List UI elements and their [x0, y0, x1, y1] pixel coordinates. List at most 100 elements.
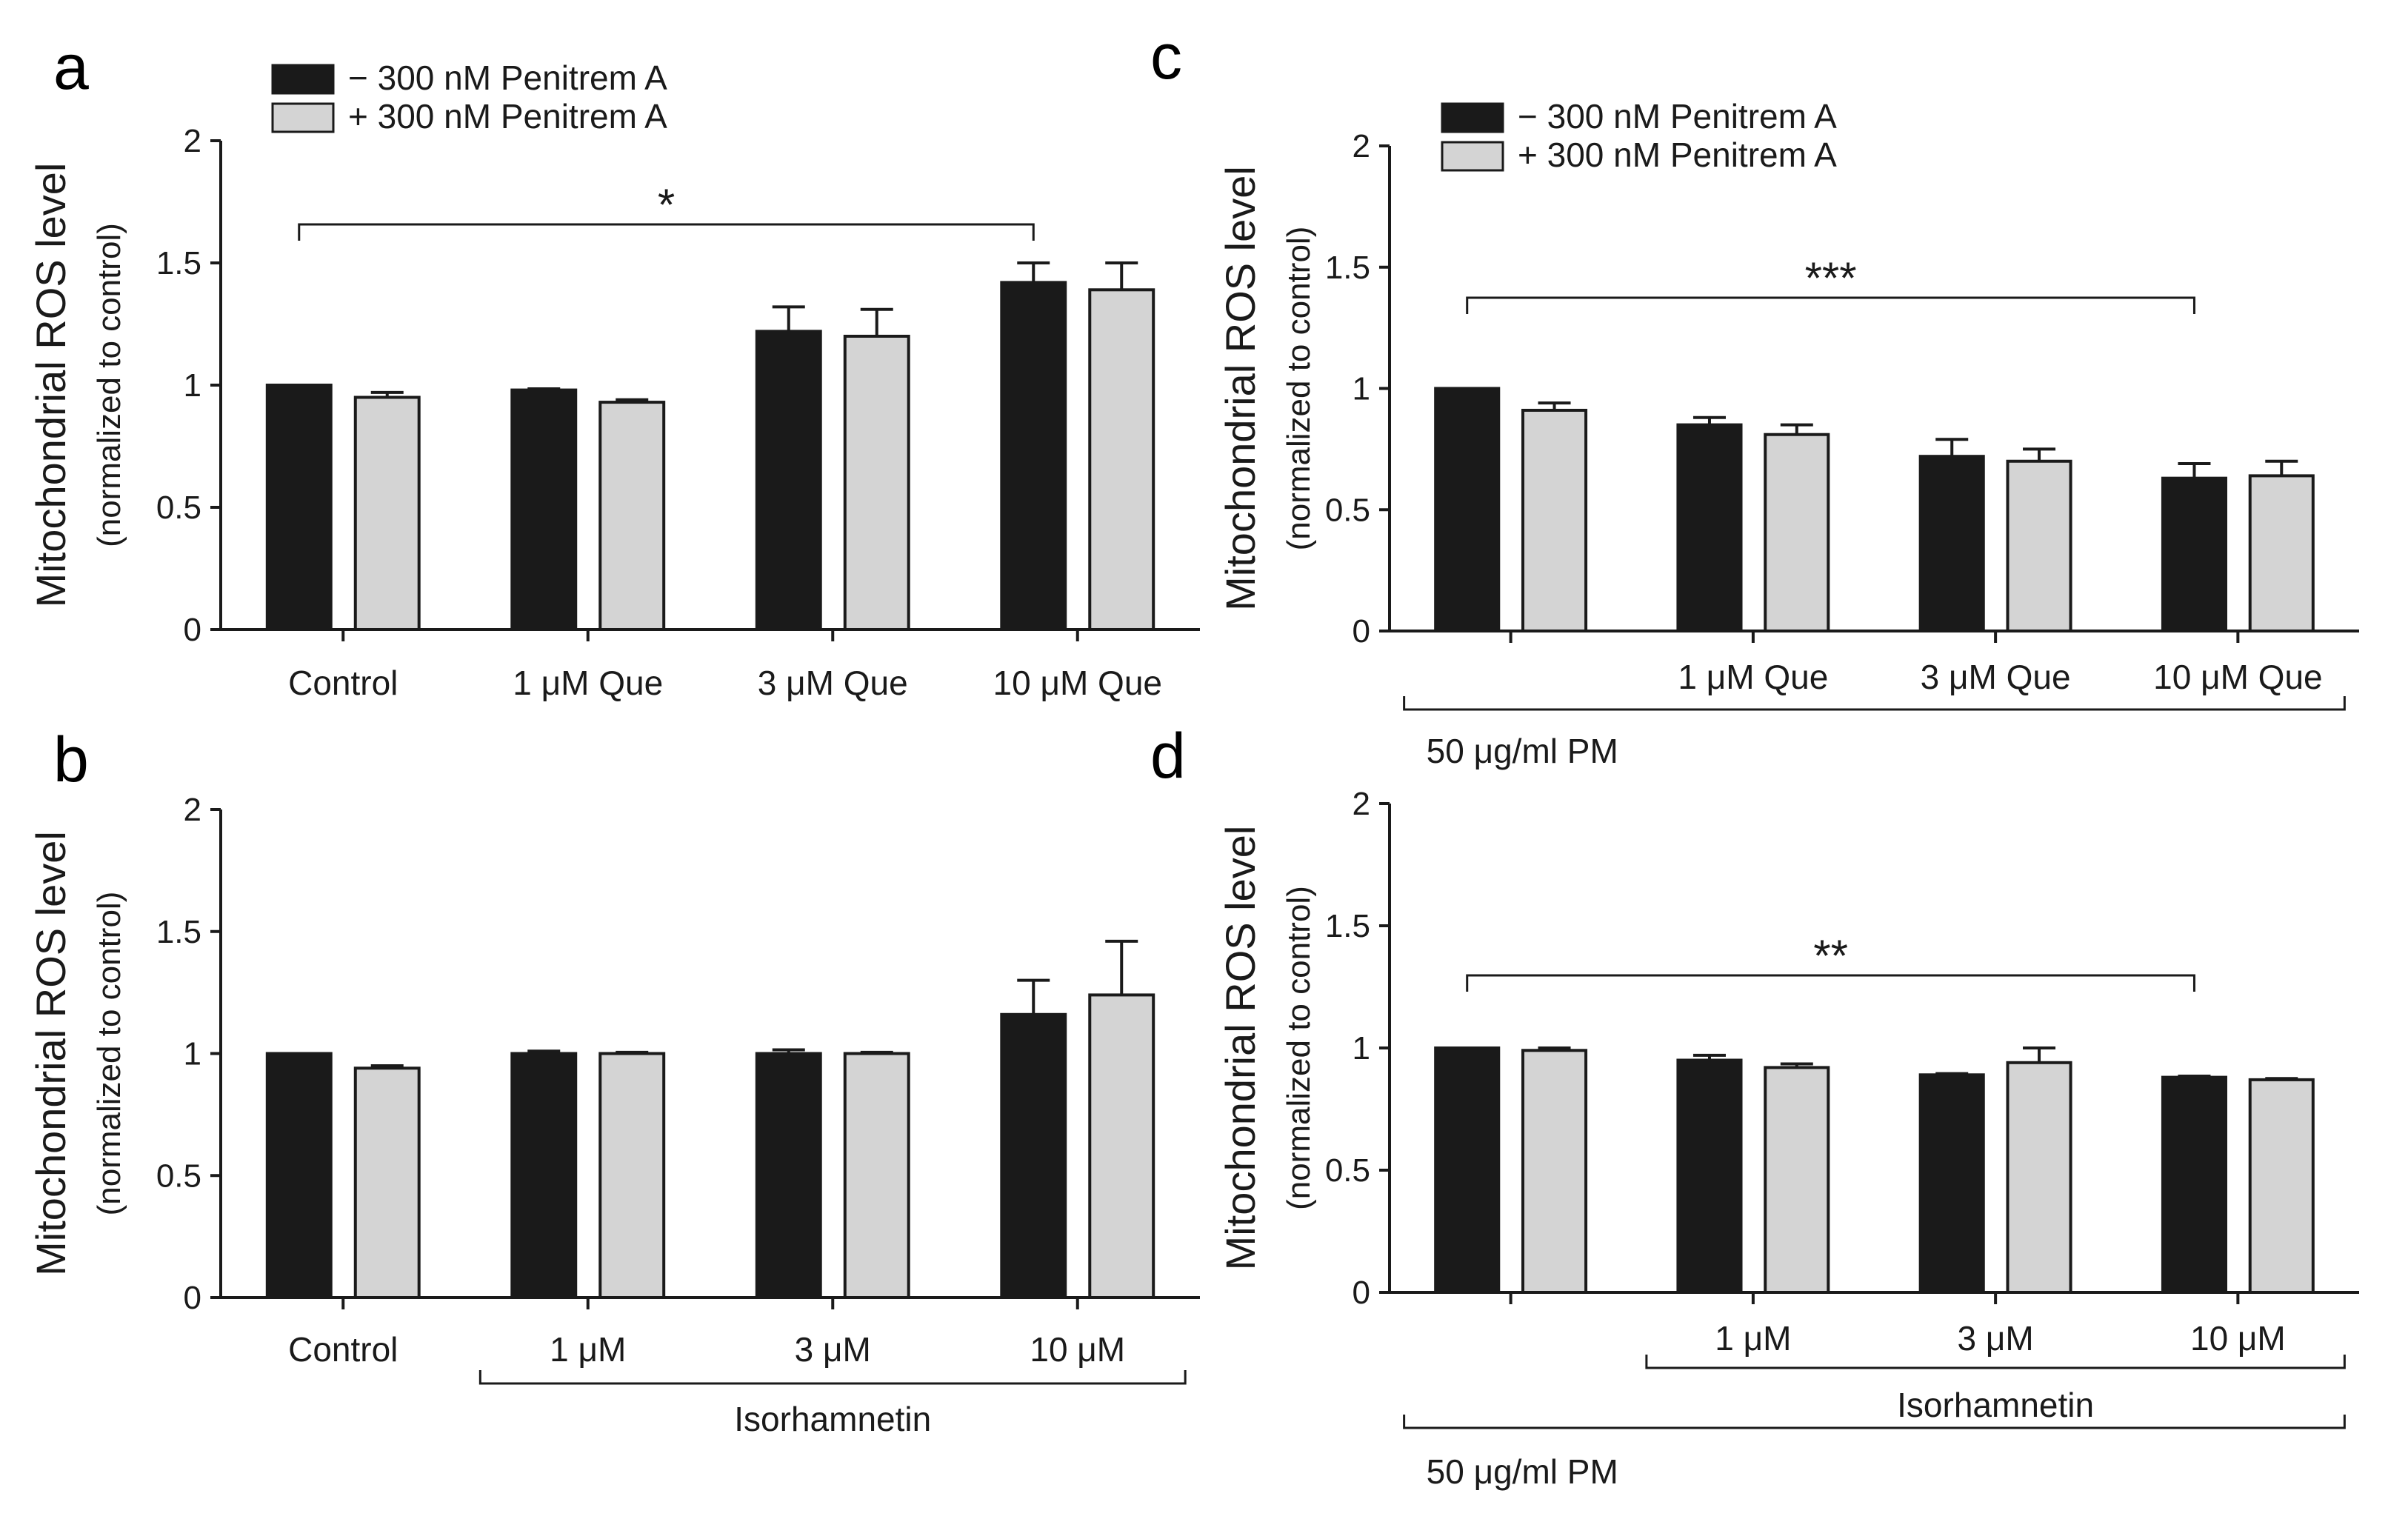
bar-minus-penitrem: [265, 384, 333, 631]
y-tick-label: 0.5: [1325, 1152, 1370, 1189]
bar-plus-penitrem: [1521, 408, 1588, 632]
category-label: 10 μM Que: [2153, 658, 2323, 696]
y-tick-label: 1: [1353, 371, 1370, 407]
group-label: 50 μg/ml PM: [1427, 732, 1618, 770]
bar-minus-penitrem: [1000, 281, 1067, 631]
y-tick-label: 1.5: [156, 914, 201, 950]
group-label: Isorhamnetin: [734, 1400, 931, 1438]
y-tick-label: 0: [1353, 1275, 1370, 1311]
bar-plus-penitrem: [2248, 1078, 2315, 1295]
legend-label: − 300 nM Penitrem A: [348, 59, 667, 97]
y-tick-label: 1: [184, 367, 201, 404]
panel-letter: d: [1150, 721, 1186, 792]
bar-minus-penitrem: [1676, 1058, 1743, 1294]
panel-letter: b: [53, 724, 89, 795]
bar-minus-penitrem: [2161, 476, 2228, 632]
y-tick-label: 1.5: [1325, 908, 1370, 944]
significance-bracket: [298, 223, 1035, 241]
bar-plus-penitrem: [1088, 993, 1155, 1300]
legend-swatch: [271, 64, 335, 95]
y-tick-label: 0.5: [1325, 492, 1370, 528]
bar-minus-penitrem: [1918, 455, 1985, 633]
y-tick-label: 2: [184, 792, 201, 828]
category-label: 10 μM: [1030, 1330, 1125, 1369]
category-label: 3 μM Que: [758, 664, 908, 702]
legend-swatch: [1441, 141, 1504, 172]
y-axis-title: Mitochondrial ROS level: [27, 831, 74, 1276]
group-bracket: [1403, 1415, 2346, 1429]
legend-label: + 300 nM Penitrem A: [1518, 136, 1837, 174]
bar-plus-penitrem: [353, 1066, 421, 1300]
legend-swatch: [271, 102, 335, 133]
bar-plus-penitrem: [843, 335, 910, 631]
y-tick-label: 0.5: [156, 1158, 201, 1194]
bar-plus-penitrem: [353, 395, 421, 631]
y-axis-title: Mitochondrial ROS level: [27, 163, 74, 608]
y-tick-label: 1: [184, 1036, 201, 1072]
panel-letter: a: [53, 32, 89, 103]
y-tick-label: 1: [1353, 1030, 1370, 1066]
bar-plus-penitrem: [2006, 459, 2072, 632]
y-tick-label: 0: [184, 612, 201, 648]
y-tick-label: 2: [1353, 128, 1370, 164]
group-bracket: [1645, 1355, 2346, 1369]
bar-minus-penitrem: [1000, 1012, 1067, 1300]
group-bracket: [478, 1370, 1187, 1385]
y-axis-subtitle: (normalized to control): [91, 223, 127, 547]
bar-minus-penitrem: [1676, 423, 1743, 632]
panel-b: b Mitochondrial ROS level (normalized to c…: [27, 724, 1200, 1438]
category-label: 1 μM Que: [1678, 658, 1828, 696]
legend-label: − 300 nM Penitrem A: [1518, 97, 1837, 136]
y-axis-subtitle: (normalized to control): [1281, 886, 1317, 1210]
bar-minus-penitrem: [1434, 1046, 1501, 1294]
bar-plus-penitrem: [1088, 288, 1155, 631]
category-label: 1 μM: [1715, 1319, 1791, 1358]
bar-minus-penitrem: [2161, 1075, 2228, 1294]
y-tick-label: 2: [184, 123, 201, 159]
y-tick-label: 0.5: [156, 490, 201, 526]
bar-plus-penitrem: [598, 1052, 666, 1299]
category-label: Control: [288, 1330, 398, 1369]
bar-plus-penitrem: [2248, 474, 2315, 633]
legend-swatch: [1441, 102, 1504, 133]
bar-minus-penitrem: [755, 1052, 822, 1299]
y-axis-subtitle: (normalized to control): [91, 892, 127, 1216]
panel-letter: c: [1150, 21, 1182, 93]
bar-minus-penitrem: [265, 1052, 333, 1299]
y-axis-subtitle: (normalized to control): [1281, 227, 1317, 551]
bar-minus-penitrem: [510, 1052, 578, 1299]
significance-label: *: [658, 180, 675, 230]
category-label: 10 μM: [2190, 1319, 2286, 1358]
y-axis-title: Mitochondrial ROS level: [1217, 166, 1264, 611]
group-label: 50 μg/ml PM: [1427, 1452, 1618, 1491]
y-tick-label: 0: [184, 1280, 201, 1316]
bar-plus-penitrem: [1521, 1049, 1588, 1295]
bar-plus-penitrem: [843, 1052, 910, 1299]
category-label: 3 μM: [795, 1330, 871, 1369]
legend-label: + 300 nM Penitrem A: [348, 97, 667, 136]
y-tick-label: 1.5: [1325, 250, 1370, 286]
bar-plus-penitrem: [1764, 1066, 1830, 1295]
y-tick-label: 0: [1353, 613, 1370, 650]
bar-minus-penitrem: [1918, 1073, 1985, 1295]
category-label: 1 μM: [550, 1330, 626, 1369]
significance-bracket: [1466, 974, 2195, 992]
y-axis-title: Mitochondrial ROS level: [1217, 826, 1264, 1271]
category-label: 3 μM: [1958, 1319, 2034, 1358]
group-label: Isorhamnetin: [1897, 1386, 2094, 1424]
panel-c: c Mitochondrial ROS level (normalized to c…: [1150, 21, 2359, 770]
bar-minus-penitrem: [755, 330, 822, 631]
category-label: 1 μM Que: [513, 664, 663, 702]
bar-minus-penitrem: [510, 388, 578, 631]
panel-a: a Mitochondrial ROS level (normalized to c…: [27, 32, 1200, 702]
category-label: 10 μM Que: [993, 664, 1163, 702]
significance-label: **: [1813, 931, 1848, 981]
bar-minus-penitrem: [1434, 387, 1501, 632]
significance-bracket: [1466, 296, 2195, 314]
panel-d: d Mitochondrial ROS level (normalized to c…: [1150, 721, 2359, 1491]
bar-plus-penitrem: [2006, 1061, 2072, 1295]
category-label: 3 μM Que: [1921, 658, 2071, 696]
y-tick-label: 2: [1353, 786, 1370, 822]
y-tick-label: 1.5: [156, 245, 201, 281]
